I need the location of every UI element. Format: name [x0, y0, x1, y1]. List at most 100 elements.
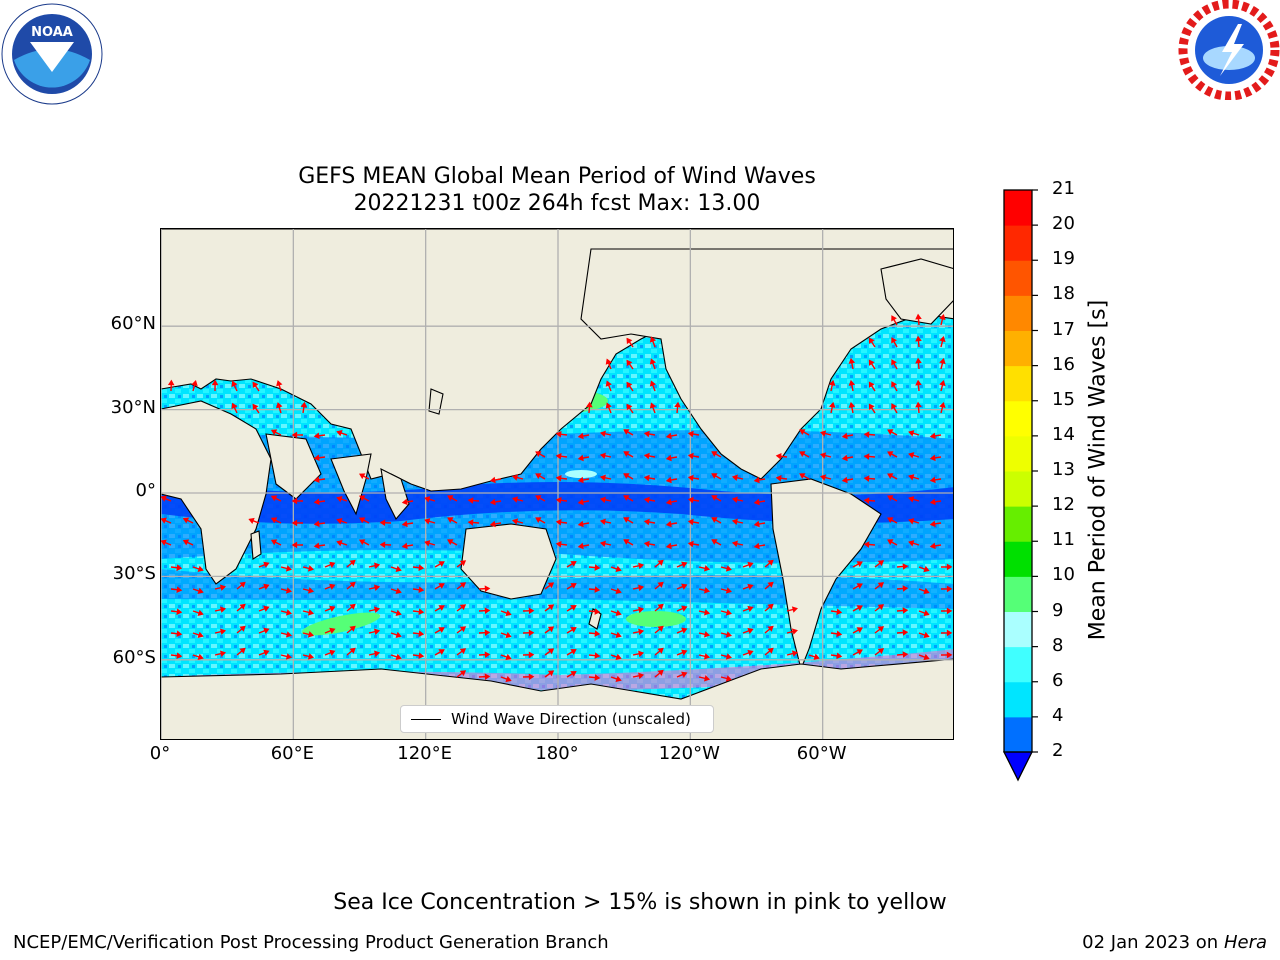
wave-arrow-head: [703, 565, 711, 572]
svg-text:NOAA: NOAA: [31, 25, 73, 40]
wave-arrow-head: [570, 605, 577, 611]
colorbar-segment: [1004, 681, 1032, 718]
wave-arrow-head: [489, 498, 496, 506]
wave-arrow-head: [703, 587, 711, 594]
wave-arrow-head: [681, 671, 688, 678]
wave-arrow-head: [313, 498, 320, 506]
wave-arrow-head: [313, 520, 320, 528]
wave-arrow-head: [313, 542, 320, 550]
wave-arrow-head: [182, 517, 190, 524]
wave-arrow-head: [687, 474, 694, 482]
y-tick-label: 60°N: [110, 313, 156, 335]
wave-arrow-head: [946, 585, 953, 593]
wave-arrow-head: [649, 380, 657, 387]
wave-arrow-head: [577, 520, 584, 528]
wave-arrow-head: [863, 541, 870, 548]
wave-arrow-head: [902, 629, 909, 636]
wave-arrow-head: [799, 451, 806, 457]
wave-arrow-head: [401, 520, 408, 528]
wave-arrow-head: [626, 381, 633, 389]
wave-arrow-head: [856, 605, 863, 612]
wave-arrow-head: [915, 401, 922, 408]
wave-arrow-head: [703, 631, 711, 638]
wave-arrow-head: [395, 631, 402, 638]
wave-arrow-head: [868, 403, 875, 410]
wave-arrow-head: [711, 539, 718, 545]
wave-arrow-head: [438, 627, 445, 633]
wave-arrow-head: [555, 452, 562, 460]
wave-arrow-head: [349, 647, 356, 654]
wave-arrow-head: [923, 631, 930, 639]
wave-arrow-head: [528, 651, 535, 659]
map-frame: [160, 228, 954, 740]
wave-arrow-head: [623, 429, 630, 435]
wave-arrow-head: [395, 587, 402, 594]
wave-arrow-head: [599, 540, 606, 548]
wave-arrow-head: [291, 497, 298, 505]
wave-arrow-head: [681, 583, 688, 590]
colorbar-segment: [1004, 295, 1032, 331]
chart-subtitle: 20221231 t00z 264h fcst Max: 13.00: [353, 191, 761, 216]
colorbar-tick-label: 4: [1052, 704, 1064, 726]
x-tick-label: 120°W: [658, 743, 720, 764]
wave-arrow-head: [623, 451, 630, 457]
wave-arrow-head: [395, 609, 402, 616]
wave-arrow-head: [687, 540, 694, 548]
colorbar-tick-label: 9: [1052, 599, 1064, 621]
wave-arrow-head: [484, 585, 491, 592]
wave-arrow-head: [484, 673, 491, 680]
wave-arrow-head: [615, 675, 622, 683]
colorbar-tick-label: 19: [1052, 248, 1075, 270]
wave-arrow-head: [270, 429, 278, 436]
wave-arrow-head: [459, 626, 467, 633]
wave-arrow-head: [239, 647, 246, 654]
wave-arrow-head: [615, 609, 622, 617]
wave-arrow-head: [863, 431, 870, 438]
tropical-pacific-high: [565, 470, 597, 478]
wave-arrow-head: [877, 648, 885, 655]
wave-arrow-head: [902, 651, 909, 658]
wave-arrow-head: [946, 651, 953, 659]
wave-arrow-head: [923, 653, 930, 661]
wave-arrow-head: [856, 627, 863, 634]
wave-arrow-head: [915, 313, 922, 320]
wave-arrow-head: [329, 583, 336, 590]
wave-arrow-head: [219, 650, 227, 657]
wave-arrow-head: [615, 565, 622, 573]
colorbar-tick-label: 11: [1052, 529, 1075, 551]
wave-arrow-head: [547, 604, 555, 611]
landmasses: [161, 229, 953, 739]
colorbar-tick-label: 15: [1052, 388, 1075, 410]
wave-arrow-head: [438, 605, 445, 611]
wave-arrow-head: [197, 609, 204, 616]
wave-arrow-head: [877, 604, 885, 611]
wave-arrow-head: [711, 517, 718, 523]
wave-arrow-head: [856, 649, 863, 656]
wave-arrow-head: [848, 357, 856, 364]
wave-arrow-head: [336, 539, 343, 547]
wave-arrow-head: [939, 313, 946, 321]
wave-arrow-head: [191, 380, 198, 387]
wave-arrow-head: [687, 430, 694, 438]
wave-arrow-head: [725, 587, 732, 594]
wave-arrow-head: [813, 653, 820, 660]
colorbar-segment: [1004, 400, 1032, 437]
wave-arrow-head: [176, 564, 183, 571]
x-tick-label: 60°E: [270, 743, 314, 764]
colorbar-under-triangle: [1002, 751, 1034, 782]
wave-arrow-head: [307, 587, 315, 594]
wave-arrow-head: [753, 498, 760, 506]
footer-date-text: 02 Jan 2023 on: [1082, 932, 1224, 953]
wave-arrow-head: [418, 586, 425, 593]
colorbar-segment: [1004, 435, 1032, 472]
wave-arrow-head: [395, 653, 402, 660]
wave-arrow-head: [915, 357, 922, 364]
wave-arrow-head: [638, 672, 645, 680]
wave-arrow-head: [291, 541, 298, 549]
wave-arrow-head: [505, 653, 512, 661]
wave-arrow-head: [329, 627, 336, 634]
wave-arrow-head: [681, 561, 688, 568]
wave-arrow-head: [547, 626, 555, 633]
wave-arrow-head: [577, 454, 584, 462]
wave-arrow-head: [197, 653, 204, 660]
